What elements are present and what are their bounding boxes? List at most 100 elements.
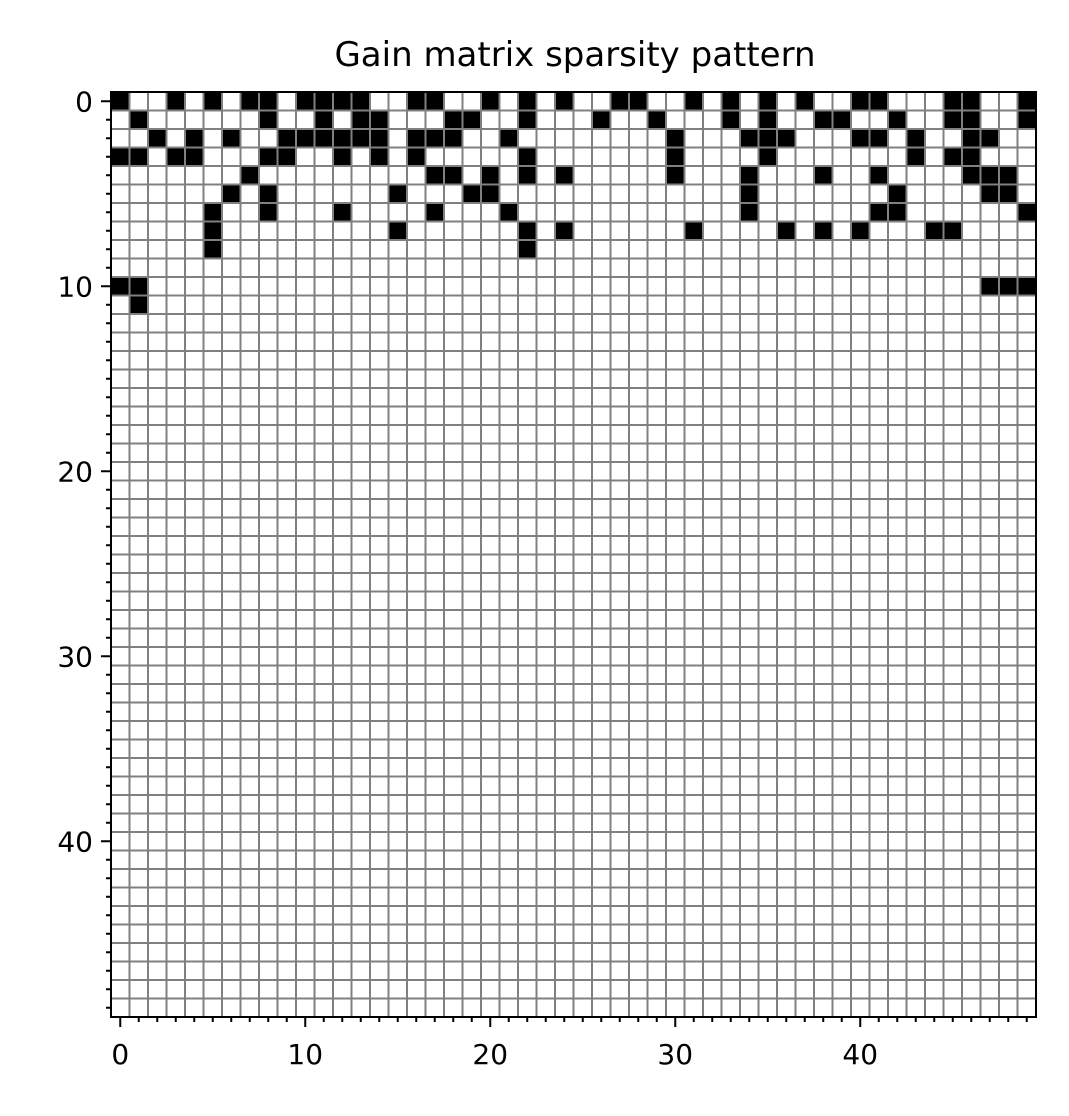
matrix-cell (333, 147, 352, 166)
matrix-cell (1017, 92, 1036, 111)
matrix-cell (333, 92, 352, 111)
matrix-cell (943, 92, 962, 111)
y-tick-label: 10 (57, 270, 93, 303)
matrix-cell (481, 92, 500, 111)
matrix-cell (851, 221, 870, 240)
matrix-cell (481, 166, 500, 185)
matrix-cell (777, 221, 796, 240)
matrix-cell (980, 129, 999, 148)
matrix-cell (407, 147, 426, 166)
matrix-cell (129, 277, 148, 296)
matrix-cell (1017, 110, 1036, 129)
y-tick-label: 20 (57, 455, 93, 488)
matrix-cell (425, 166, 444, 185)
matrix-cell (129, 147, 148, 166)
x-tick-label: 40 (842, 1038, 878, 1071)
matrix-cell (370, 110, 389, 129)
y-tick-label: 30 (57, 640, 93, 673)
matrix-cell (351, 129, 370, 148)
y-tick-label: 40 (57, 825, 93, 858)
matrix-cell (980, 184, 999, 203)
matrix-cell (166, 147, 185, 166)
matrix-cell (462, 184, 481, 203)
plot-frame (110, 91, 1037, 1018)
matrix-cell (388, 184, 407, 203)
matrix-cell (259, 92, 278, 111)
matrix-cell (814, 221, 833, 240)
matrix-cell (111, 92, 130, 111)
matrix-cell (111, 277, 130, 296)
matrix-cell (684, 92, 703, 111)
matrix-cell (999, 184, 1018, 203)
matrix-cell (740, 184, 759, 203)
matrix-cell (795, 92, 814, 111)
x-tick-label: 0 (111, 1038, 129, 1071)
matrix-cell (203, 203, 222, 222)
matrix-cell (962, 129, 981, 148)
matrix-cell (758, 110, 777, 129)
matrix-cell (499, 129, 518, 148)
matrix-cell (980, 277, 999, 296)
matrix-cell (777, 129, 796, 148)
matrix-cell (869, 129, 888, 148)
matrix-cell (259, 203, 278, 222)
matrix-cell (148, 129, 167, 148)
matrix-cell (518, 240, 537, 259)
matrix-cell (962, 166, 981, 185)
matrix-cell (185, 129, 204, 148)
matrix-cell (481, 184, 500, 203)
matrix-cell (518, 166, 537, 185)
matrix-cell (296, 92, 315, 111)
matrix-cell (351, 110, 370, 129)
matrix-cell (980, 166, 999, 185)
matrix-cell (518, 92, 537, 111)
matrix-cell (370, 147, 389, 166)
matrix-cell (962, 92, 981, 111)
x-tick-label: 30 (657, 1038, 693, 1071)
matrix-cell (277, 129, 296, 148)
matrix-cell (555, 166, 574, 185)
matrix-cell (240, 92, 259, 111)
matrix-cell (203, 221, 222, 240)
matrix-cell (943, 221, 962, 240)
matrix-cell (647, 110, 666, 129)
matrix-cell (1017, 203, 1036, 222)
matrix-cell (222, 184, 241, 203)
matrix-cell (999, 166, 1018, 185)
matrix-cell (407, 129, 426, 148)
matrix-cell (888, 203, 907, 222)
matrix-cell (814, 110, 833, 129)
matrix-cell (222, 129, 241, 148)
matrix-cell (925, 221, 944, 240)
matrix-cell (666, 166, 685, 185)
matrix-cell (259, 110, 278, 129)
grid-lines (111, 92, 1036, 1017)
matrix-cell (259, 147, 278, 166)
matrix-cell (518, 110, 537, 129)
matrix-cell (314, 129, 333, 148)
matrix-cell (962, 110, 981, 129)
matrix-cell (259, 184, 278, 203)
matrix-cell (832, 110, 851, 129)
matrix-cell (814, 166, 833, 185)
matrix-cell (869, 203, 888, 222)
matrix-cell (962, 147, 981, 166)
matrix-cell (869, 92, 888, 111)
matrix-cell (314, 110, 333, 129)
axis-tick-labels: 0 10 20 30 40 0 10 20 30 40 (57, 85, 878, 1071)
matrix-cell (462, 110, 481, 129)
matrix-cell (888, 184, 907, 203)
matrix-cell (906, 147, 925, 166)
matrix-cell (740, 166, 759, 185)
matrix-cell (610, 92, 629, 111)
matrix-cell (1017, 277, 1036, 296)
matrix-cell (499, 203, 518, 222)
matrix-cell (185, 147, 204, 166)
matrix-cell (684, 221, 703, 240)
matrix-cell (388, 221, 407, 240)
matrix-cell (906, 129, 925, 148)
matrix-cell (555, 92, 574, 111)
matrix-cell (444, 166, 463, 185)
matrix-cell (721, 92, 740, 111)
